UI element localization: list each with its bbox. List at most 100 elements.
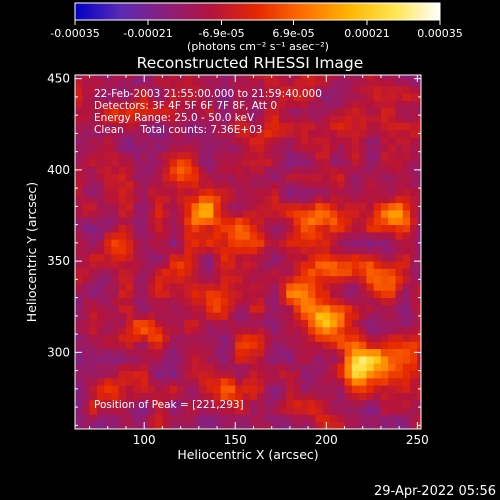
image-pixel xyxy=(359,239,367,247)
image-pixel xyxy=(388,93,396,101)
image-pixel xyxy=(198,100,207,109)
image-pixel xyxy=(140,180,149,189)
image-pixel xyxy=(206,414,214,423)
image-pixel xyxy=(286,85,294,94)
image-pixel xyxy=(198,326,207,335)
image-pixel xyxy=(82,93,90,101)
image-pixel xyxy=(308,115,316,123)
image-pixel xyxy=(198,85,207,94)
image-pixel xyxy=(293,275,302,284)
image-pixel xyxy=(351,363,360,372)
image-pixel xyxy=(417,158,421,167)
image-pixel xyxy=(147,304,156,313)
image-pixel xyxy=(329,158,338,167)
image-pixel xyxy=(417,290,421,299)
image-pixel xyxy=(104,356,112,364)
image-pixel xyxy=(351,290,360,299)
image-pixel xyxy=(118,93,127,101)
image-pixel xyxy=(235,319,243,328)
image-pixel xyxy=(293,217,302,226)
image-pixel xyxy=(315,304,324,313)
image-pixel xyxy=(104,122,112,131)
image-pixel xyxy=(329,173,338,182)
image-pixel xyxy=(351,261,360,269)
image-pixel xyxy=(249,224,258,233)
image-pixel xyxy=(169,268,178,277)
image-pixel xyxy=(271,334,280,342)
image-pixel xyxy=(373,217,382,226)
image-pixel xyxy=(351,377,360,386)
image-pixel xyxy=(147,239,156,247)
image-pixel xyxy=(293,334,302,342)
image-pixel xyxy=(293,341,302,350)
image-pixel xyxy=(410,297,418,306)
image-pixel xyxy=(308,93,316,101)
image-pixel xyxy=(184,268,192,277)
image-pixel xyxy=(133,202,141,211)
image-pixel xyxy=(198,195,207,204)
image-pixel xyxy=(337,202,345,211)
image-pixel xyxy=(227,246,236,255)
image-pixel xyxy=(176,385,185,393)
image-pixel xyxy=(388,75,396,80)
image-pixel xyxy=(329,151,338,160)
image-pixel xyxy=(176,173,185,182)
image-pixel xyxy=(329,231,338,240)
image-pixel xyxy=(227,275,236,284)
image-pixel xyxy=(278,304,287,313)
image-pixel xyxy=(198,158,207,167)
image-pixel xyxy=(162,180,171,189)
image-pixel xyxy=(293,85,302,94)
image-pixel xyxy=(286,341,294,350)
image-pixel xyxy=(315,100,324,109)
image-pixel xyxy=(278,370,287,379)
image-pixel xyxy=(96,341,105,350)
image-pixel xyxy=(162,93,171,101)
image-pixel xyxy=(329,377,338,386)
image-pixel xyxy=(140,217,149,226)
image-pixel xyxy=(249,78,258,87)
image-pixel xyxy=(366,414,375,423)
image-pixel xyxy=(147,297,156,306)
image-pixel xyxy=(257,283,265,291)
image-pixel xyxy=(264,370,273,379)
image-pixel xyxy=(235,166,243,174)
image-pixel xyxy=(417,253,421,262)
image-pixel xyxy=(242,239,251,247)
image-pixel xyxy=(366,202,375,211)
image-pixel xyxy=(249,392,258,401)
image-pixel xyxy=(125,137,134,145)
image-pixel xyxy=(169,370,178,379)
image-pixel xyxy=(162,268,171,277)
image-pixel xyxy=(227,370,236,379)
colorbar-ticks: -0.00035 -0.00021 -6.9e-05 6.9e-05 0.00021 0.… xyxy=(50,20,463,40)
image-pixel xyxy=(220,144,229,153)
image-pixel xyxy=(75,370,83,379)
image-pixel xyxy=(337,341,345,350)
image-pixel xyxy=(278,122,287,131)
image-pixel xyxy=(271,210,280,218)
image-pixel xyxy=(118,217,127,226)
image-pixel xyxy=(293,297,302,306)
image-pixel xyxy=(133,122,141,131)
image-pixel xyxy=(329,261,338,269)
image-pixel xyxy=(417,107,421,116)
image-pixel xyxy=(227,319,236,328)
image-pixel xyxy=(155,144,163,153)
image-pixel xyxy=(133,239,141,247)
image-pixel xyxy=(111,414,120,423)
image-pixel xyxy=(220,290,229,299)
image-pixel xyxy=(322,356,331,364)
image-pixel xyxy=(395,144,404,153)
image-pixel xyxy=(373,100,382,109)
image-pixel xyxy=(140,100,149,109)
image-pixel xyxy=(191,122,200,131)
image-pixel xyxy=(351,253,360,262)
image-pixel xyxy=(118,407,127,415)
image-pixel xyxy=(308,158,316,167)
image-pixel xyxy=(257,129,265,138)
image-pixel xyxy=(227,151,236,160)
image-pixel xyxy=(227,268,236,277)
image-pixel xyxy=(133,326,141,335)
image-pixel xyxy=(125,217,134,226)
